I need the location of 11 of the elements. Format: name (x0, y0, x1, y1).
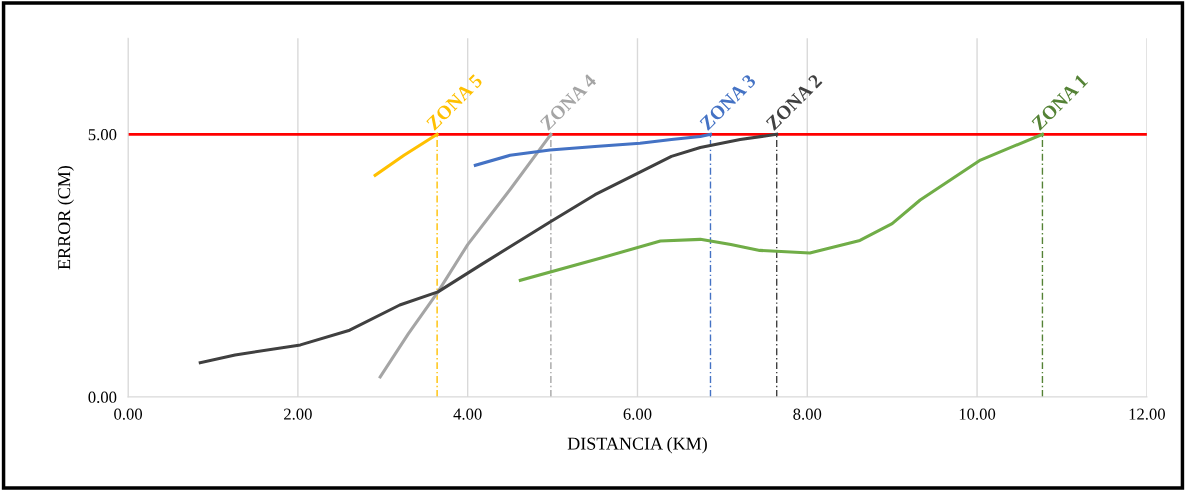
x-tick-label: 2.00 (284, 408, 312, 420)
x-tick-label: 10.00 (959, 408, 996, 420)
y-axis-title: ERROR (CM) (57, 165, 74, 270)
x-tick-label: 8.00 (793, 408, 822, 420)
x-axis-title: DISTANCIA (KM) (567, 437, 707, 454)
y-tick-label: 5.00 (88, 129, 117, 141)
x-tick-label: 4.00 (453, 408, 482, 420)
x-tick-label: 0.00 (114, 408, 143, 420)
x-tick-label: 6.00 (623, 408, 652, 420)
x-tick-label: 12.00 (1129, 408, 1165, 420)
line-series (518, 132, 1044, 282)
